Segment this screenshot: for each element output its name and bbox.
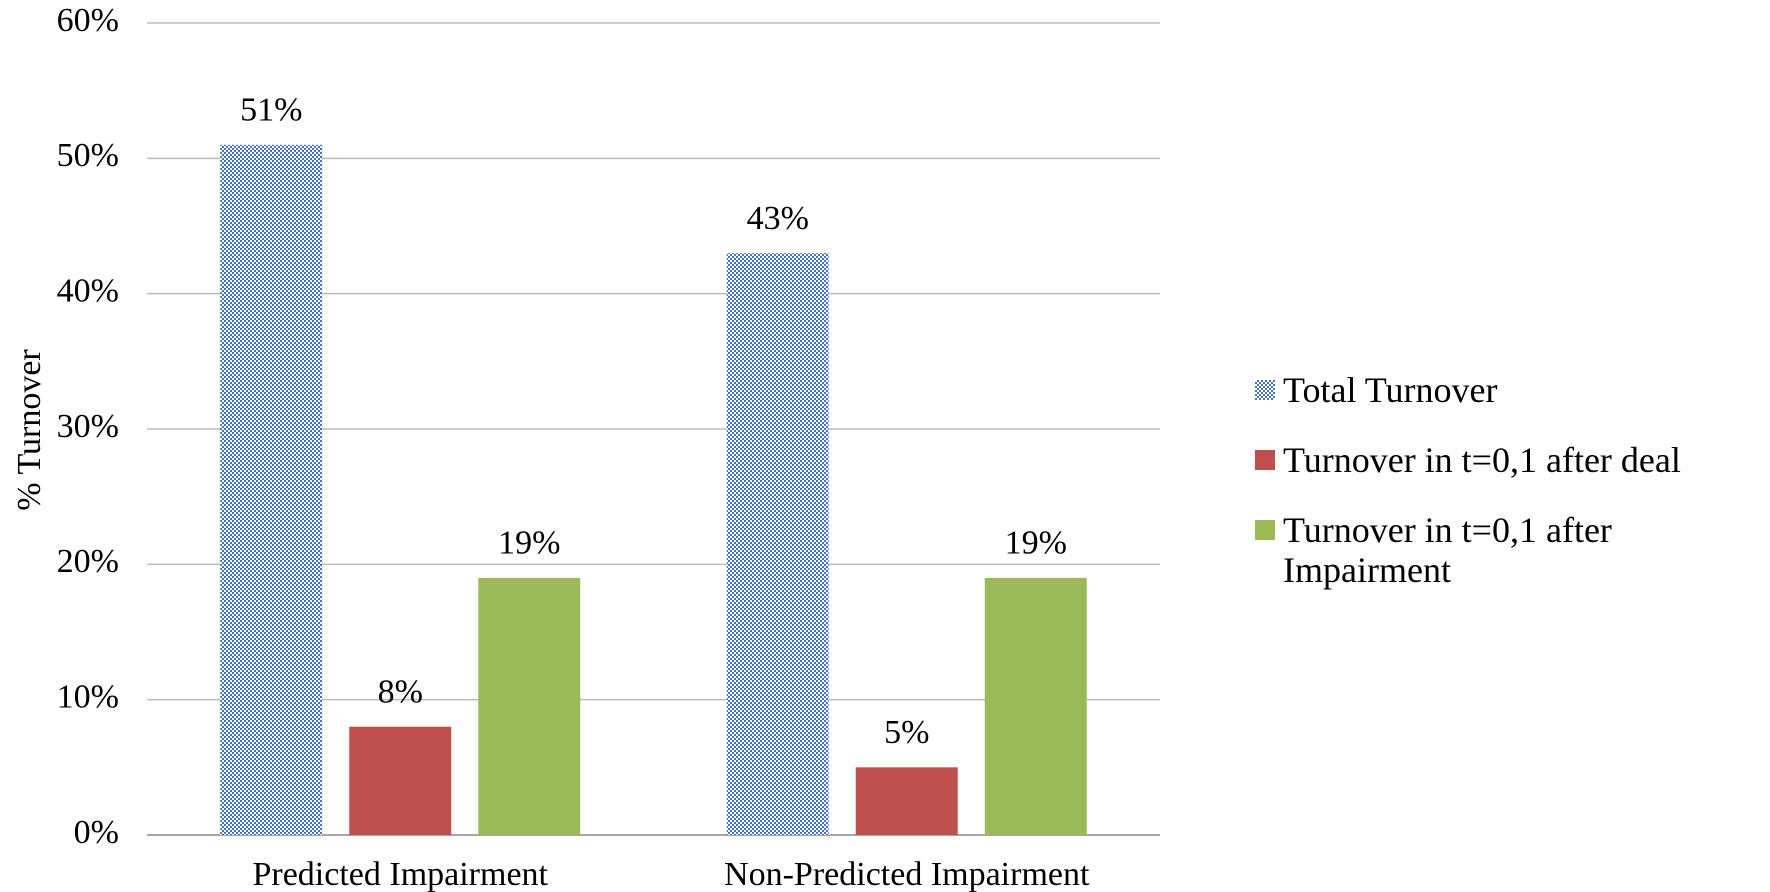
legend-label: Turnover in t=0,1 after deal <box>1283 440 1681 480</box>
value-label: 43% <box>747 200 809 237</box>
x-tick-label: Predicted Impairment <box>252 856 548 892</box>
y-tick-label: 50% <box>57 137 119 174</box>
legend-swatch <box>1255 380 1275 400</box>
legend-swatch <box>1255 520 1275 540</box>
legend-entry: Turnover in t=0,1 after deal <box>1255 440 1755 480</box>
bar <box>984 577 1087 835</box>
value-label: 19% <box>1005 525 1067 562</box>
bar <box>349 726 452 835</box>
y-tick-label: 60% <box>57 2 119 39</box>
y-tick-label: 0% <box>74 814 119 851</box>
legend-entry: Turnover in t=0,1 after Impairment <box>1255 510 1755 590</box>
legend-label: Turnover in t=0,1 after Impairment <box>1283 510 1612 590</box>
bar <box>220 144 323 836</box>
x-tick-label: Non-Predicted Impairment <box>724 856 1090 892</box>
legend-entry: Total Turnover <box>1255 370 1755 410</box>
y-tick-label: 10% <box>57 678 119 715</box>
bar <box>855 767 958 835</box>
y-axis-label: % Turnover <box>11 349 48 511</box>
value-label: 51% <box>240 92 302 129</box>
bar <box>478 577 581 835</box>
legend-label: Total Turnover <box>1283 370 1498 410</box>
legend-swatch <box>1255 450 1275 470</box>
value-label: 5% <box>884 714 929 751</box>
y-tick-label: 30% <box>57 408 119 445</box>
bar <box>726 253 829 836</box>
value-label: 8% <box>378 674 423 711</box>
y-tick-label: 20% <box>57 543 119 580</box>
y-tick-label: 40% <box>57 272 119 309</box>
legend: Total Turnover Turnover in t=0,1 after de… <box>1255 370 1755 620</box>
value-label: 19% <box>498 525 560 562</box>
